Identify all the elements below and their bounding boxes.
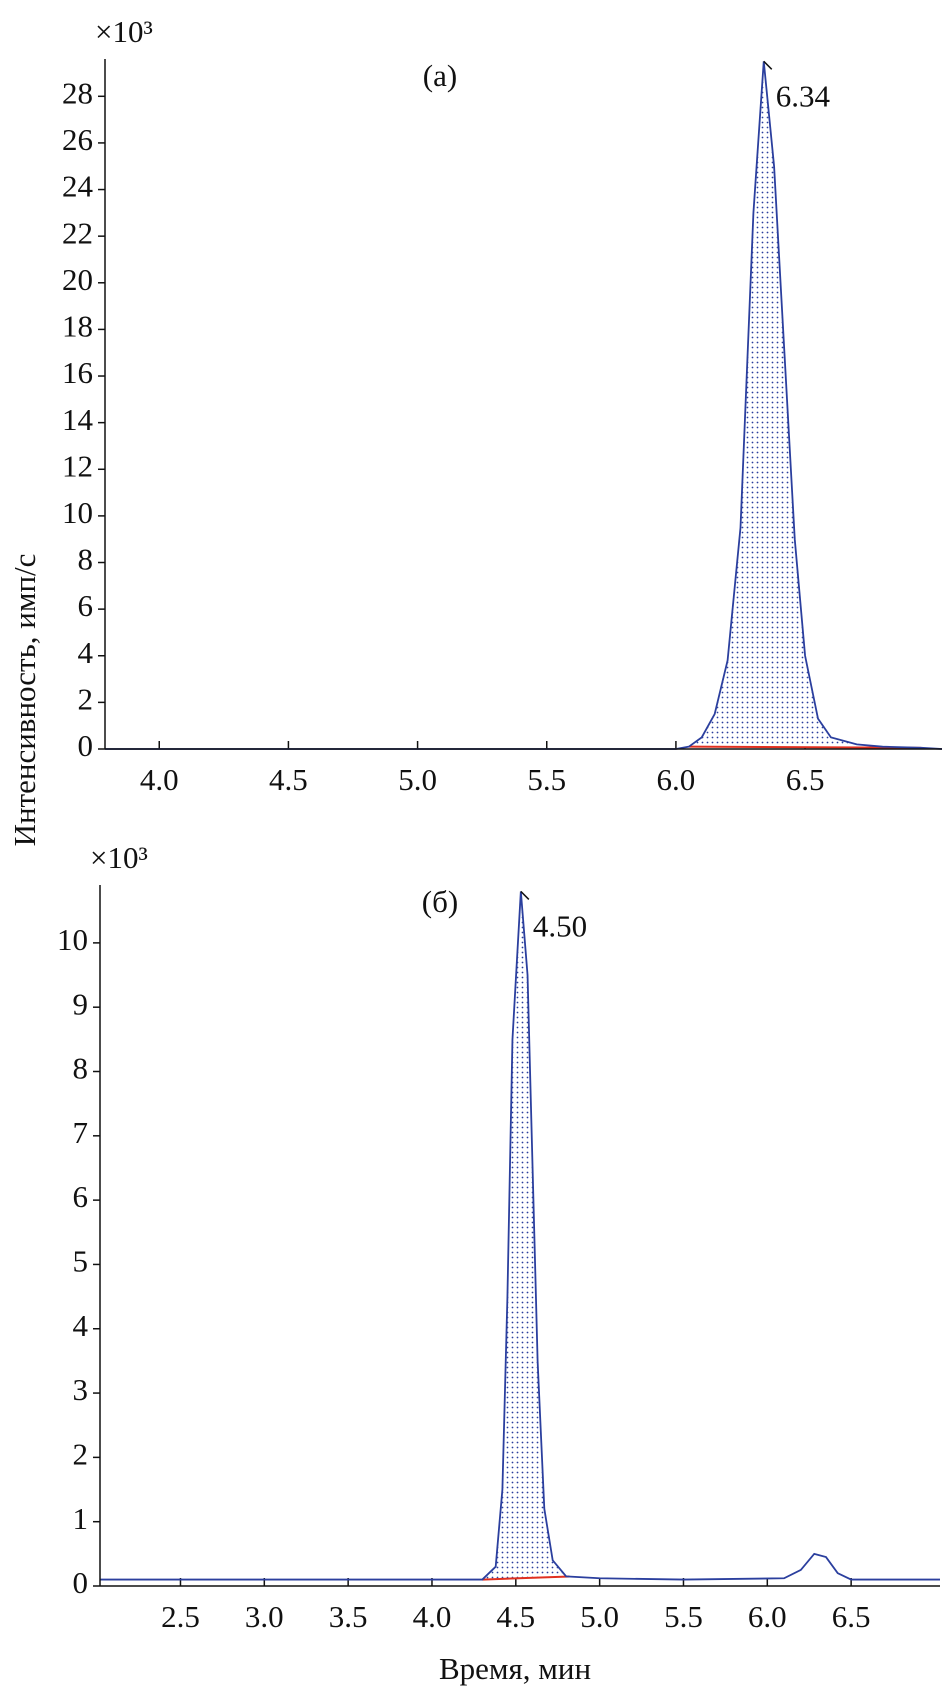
x-axis-label: Время, мин: [439, 1651, 591, 1686]
x-tick-label: 4.0: [413, 1599, 452, 1634]
y-tick-label: 1: [73, 1501, 89, 1536]
x-tick-label: 6.5: [786, 762, 825, 797]
x-tick-label: 4.5: [496, 1599, 535, 1634]
y-tick-label: 2: [78, 681, 94, 716]
peak-area: [482, 891, 570, 1580]
x-tick-label: 6.5: [832, 1599, 871, 1634]
y-tick-label: 3: [73, 1372, 89, 1407]
y-tick-label: 0: [73, 1565, 89, 1600]
series-line: [100, 891, 940, 1581]
integration-baseline: [482, 1575, 570, 1581]
peak-label: 4.50: [533, 909, 587, 944]
y-tick-label: 10: [57, 922, 88, 957]
multiplier: ×10³: [95, 14, 153, 49]
peak-marker: [763, 60, 773, 70]
panel-label: (б): [422, 884, 458, 919]
y-tick-label: 8: [73, 1051, 89, 1086]
y-tick-label: 16: [62, 355, 93, 390]
y-tick-label: 0: [78, 728, 94, 763]
x-tick-label: 5.0: [580, 1599, 619, 1634]
series-line: [105, 61, 943, 750]
y-tick-label: 8: [78, 542, 94, 577]
x-tick-label: 4.5: [269, 762, 308, 797]
y-axis-label: Интенсивность, имп/с: [7, 554, 42, 847]
x-tick-label: 5.5: [664, 1599, 703, 1634]
y-tick-label: 6: [78, 588, 94, 623]
panel-label: (а): [423, 58, 457, 93]
peak-area: [688, 61, 922, 748]
y-tick-label: 10: [62, 495, 93, 530]
y-tick-label: 26: [62, 122, 93, 157]
y-tick-label: 9: [73, 986, 89, 1021]
multiplier: ×10³: [90, 840, 148, 875]
x-tick-label: 3.0: [245, 1599, 284, 1634]
integration-baseline: [688, 745, 922, 749]
y-tick-label: 5: [73, 1244, 89, 1279]
x-tick-label: 3.5: [329, 1599, 368, 1634]
y-tick-label: 7: [73, 1115, 89, 1150]
y-tick-label: 24: [62, 169, 94, 204]
y-tick-label: 18: [62, 309, 93, 344]
y-tick-label: 4: [73, 1308, 89, 1343]
x-tick-label: 4.0: [140, 762, 179, 797]
y-tick-label: 12: [62, 448, 93, 483]
y-tick-label: 6: [73, 1179, 89, 1214]
x-tick-label: 6.0: [748, 1599, 787, 1634]
x-tick-label: 6.0: [657, 762, 696, 797]
peak-marker: [520, 890, 530, 900]
y-tick-label: 14: [62, 402, 94, 437]
y-tick-label: 4: [78, 635, 94, 670]
x-tick-label: 5.0: [398, 762, 437, 797]
x-tick-label: 5.5: [527, 762, 566, 797]
y-tick-label: 22: [62, 215, 93, 250]
y-tick-label: 2: [73, 1436, 89, 1471]
y-tick-label: 20: [62, 262, 93, 297]
y-tick-label: 28: [62, 75, 93, 110]
x-tick-label: 2.5: [161, 1599, 200, 1634]
peak-label: 6.34: [776, 78, 831, 113]
